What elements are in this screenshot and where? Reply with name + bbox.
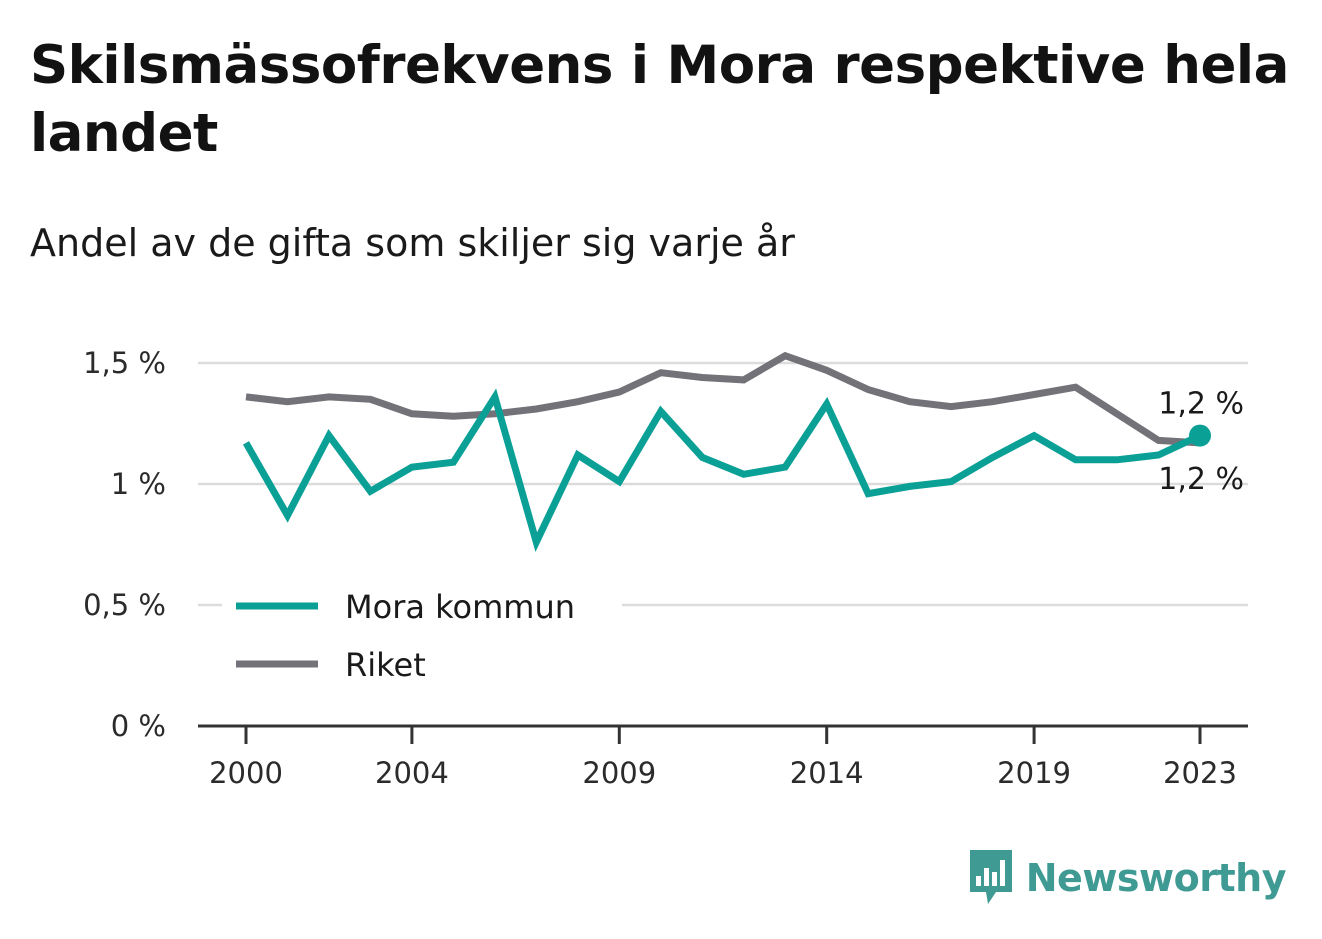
legend-background [222,578,622,690]
x-axis: 2000 2004 2009 2014 2019 2023 [198,724,1248,790]
legend-label: Mora kommun [345,588,575,626]
legend-label: Riket [345,646,426,684]
x-tick-label: 2023 [1163,756,1237,790]
legend: Mora kommun Riket [222,578,622,690]
riket-end-label: 1,2 % [1158,462,1244,497]
y-tick-label: 0 % [111,709,166,743]
bar-chart-speech-bubble-icon [969,850,1012,904]
mora-end-point [1189,424,1211,447]
x-tick-label: 2009 [582,756,656,790]
y-tick-label: 1,5 % [83,346,166,380]
x-tick-label: 2019 [997,756,1071,790]
chart-subtitle: Andel av de gifta som skiljer sig varje … [30,221,795,265]
x-tick-label: 2014 [790,756,864,790]
mora-end-label: 1,2 % [1158,387,1244,422]
series-lines [242,351,1211,552]
series-line-mora-kommun [242,388,1202,552]
end-labels: 1,2 % 1,2 % [1158,387,1244,497]
brand-name: Newsworthy [1025,856,1287,900]
x-tick-label: 2004 [375,756,449,790]
chart-title: Skilsmässofrekvens i Mora respektive hel… [30,35,1289,164]
y-tick-label: 0,5 % [83,588,166,622]
brand-logo: Newsworthy [966,846,1287,910]
x-tick-label: 2000 [209,756,283,790]
y-axis-labels: 0 % 0,5 % 1 % 1,5 % [83,346,166,743]
y-tick-label: 1 % [111,467,166,501]
series-line-riket [245,351,1201,447]
